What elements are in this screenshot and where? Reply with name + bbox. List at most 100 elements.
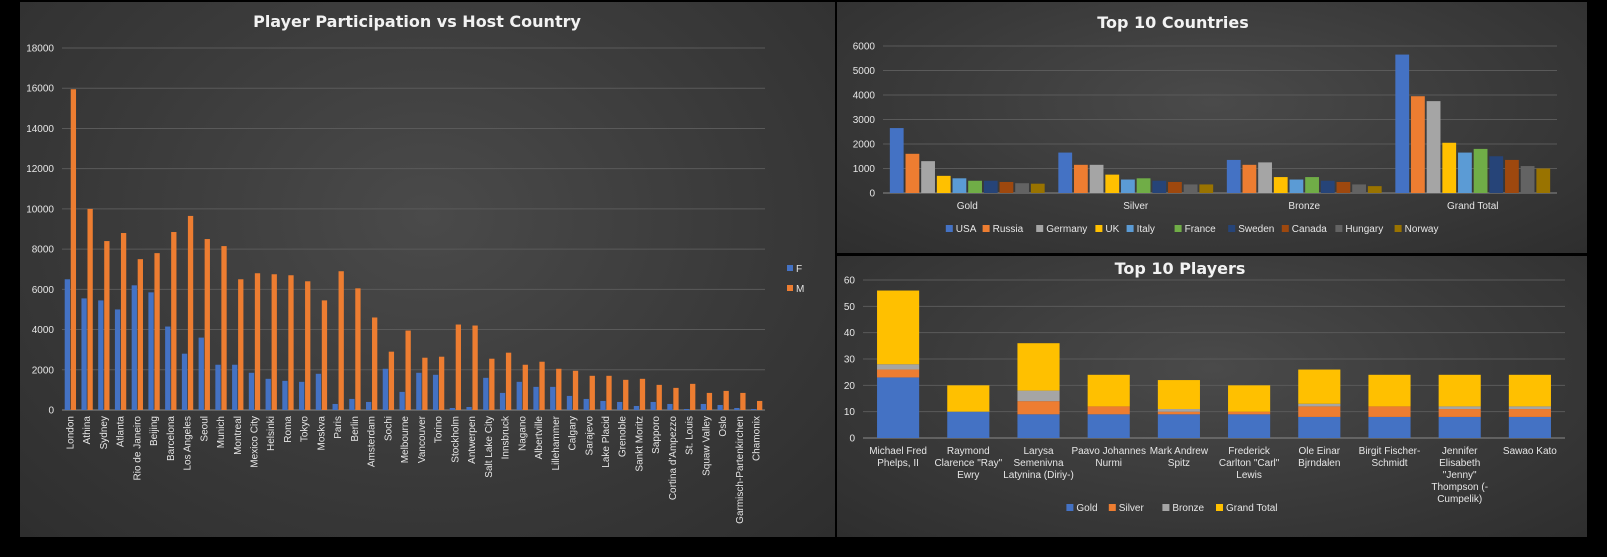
bar-france — [1473, 148, 1488, 193]
legend-swatch — [1335, 225, 1343, 232]
x-tick-label: Elisabeth — [1439, 458, 1480, 469]
bar-bronze — [877, 364, 920, 370]
x-tick-label: Cortina d'Ampezzo — [668, 416, 679, 501]
x-tick-label: Salt Lake City — [484, 416, 495, 478]
countries-chart: Top 10 Countries 0 1000 2000 3000 4000 5000 600… — [853, 13, 1557, 235]
bar-germany — [921, 161, 935, 193]
bar-france — [1136, 178, 1151, 193]
bar-m — [321, 300, 328, 410]
x-tick-label: Helsinki — [266, 416, 277, 451]
bar-m — [690, 383, 696, 410]
bar-f — [332, 403, 338, 410]
legend-label: Germany — [1046, 224, 1087, 235]
bar-norway — [1030, 183, 1045, 193]
bar-f — [717, 404, 723, 410]
x-tick-label: Ewry — [957, 470, 979, 481]
bar-f — [483, 377, 489, 410]
x-tick-label: Spitz — [1168, 458, 1190, 469]
bar-usa — [889, 128, 904, 193]
bar-f — [349, 398, 355, 410]
bar-m — [204, 239, 210, 410]
bar-silver — [1508, 409, 1551, 417]
bar-f — [449, 407, 455, 410]
legend-label: Italy — [1137, 224, 1155, 235]
bar-m — [505, 352, 512, 410]
x-tick-label: Vancouver — [417, 415, 428, 463]
x-tick-label: Thompson (- — [1431, 482, 1488, 493]
x-tick-label: Cumpelik) — [1437, 494, 1482, 505]
bar-f — [181, 353, 188, 410]
bar-usa — [1058, 152, 1073, 193]
legend-swatch — [945, 225, 953, 232]
bar-norway — [1199, 184, 1214, 193]
legend-label: Grand Total — [1226, 503, 1278, 514]
bar-m — [137, 259, 143, 410]
y-tick-label: 2000 — [853, 140, 876, 151]
x-tick-label: Grand Total — [1447, 201, 1499, 212]
bar-grand-total — [1087, 374, 1130, 407]
participation-chart-panel: Player Participation vs Host Country 0 200… — [20, 2, 835, 537]
bar-bronze — [1508, 406, 1551, 410]
bar-m — [254, 273, 261, 410]
bar-gold — [1508, 416, 1551, 438]
bar-grand-total — [1298, 369, 1341, 404]
x-tick-label: Michael Fred — [869, 446, 927, 457]
bar-m — [656, 384, 662, 410]
chart-title: Top 10 Players — [1115, 259, 1246, 278]
legend-swatch — [1216, 504, 1223, 511]
bar-norway — [1367, 186, 1382, 193]
legend-label: Hungary — [1345, 224, 1383, 235]
bar-f — [399, 391, 405, 410]
bar-f — [432, 374, 439, 410]
bar-f — [633, 405, 640, 410]
participation-chart: Player Participation vs Host Country 0 200… — [26, 12, 804, 524]
bar-sweden — [983, 180, 998, 193]
y-tick-label: 30 — [844, 355, 856, 366]
bar-silver — [1368, 406, 1411, 417]
bar-m — [572, 370, 579, 410]
bar-f — [98, 300, 104, 410]
bar-m — [221, 246, 227, 410]
bar-f — [248, 372, 255, 410]
legend-label: Bronze — [1172, 503, 1204, 514]
bar-uk — [1442, 142, 1457, 193]
x-tick-label: Latynina (Diriy-) — [1003, 470, 1074, 481]
x-tick-label: Sapporo — [651, 416, 662, 454]
bar-f — [466, 406, 472, 410]
bar-silver — [1228, 411, 1271, 415]
y-tick-label: 6000 — [32, 285, 55, 296]
bar-f — [64, 279, 71, 410]
bar-italy — [1458, 152, 1472, 193]
bar-gold — [947, 411, 990, 438]
y-tick-label: 40 — [844, 328, 856, 339]
x-tick-label: Sawao Kato — [1503, 446, 1557, 457]
x-tick-label: "Jenny" — [1443, 470, 1477, 481]
bar-uk — [1273, 177, 1288, 193]
x-tick-label: Bronze — [1288, 201, 1320, 212]
x-tick-label: Montreal — [233, 416, 244, 455]
chart-title: Player Participation vs Host Country — [253, 12, 581, 31]
x-tick-label: Lillehammer — [551, 415, 562, 470]
legend-swatch — [1066, 504, 1074, 511]
bar-grand-total — [1508, 374, 1551, 407]
bar-f — [365, 401, 372, 410]
bar-bronze — [1157, 409, 1200, 412]
bar-gold — [877, 377, 920, 438]
bar-bronze — [1438, 406, 1481, 410]
x-tick-label: Sydney — [99, 416, 110, 449]
bar-f — [215, 364, 221, 410]
x-tick-label: Sochi — [383, 416, 394, 441]
bar-silver — [1087, 406, 1130, 415]
x-tick-label: Lewis — [1236, 470, 1262, 481]
bar-m — [706, 392, 713, 410]
x-tick-label: Clarence "Ray" — [934, 458, 1002, 469]
x-tick-label: St. Louis — [685, 416, 696, 455]
legend-label: Silver — [1119, 503, 1145, 514]
x-tick-label: Phelps, II — [877, 458, 919, 469]
y-tick-label: 4000 — [32, 325, 55, 336]
bar-m — [489, 358, 495, 410]
bar-f — [650, 401, 656, 410]
bar-germany — [1089, 164, 1104, 193]
bar-f — [600, 400, 606, 410]
bar-russia — [1074, 164, 1088, 193]
